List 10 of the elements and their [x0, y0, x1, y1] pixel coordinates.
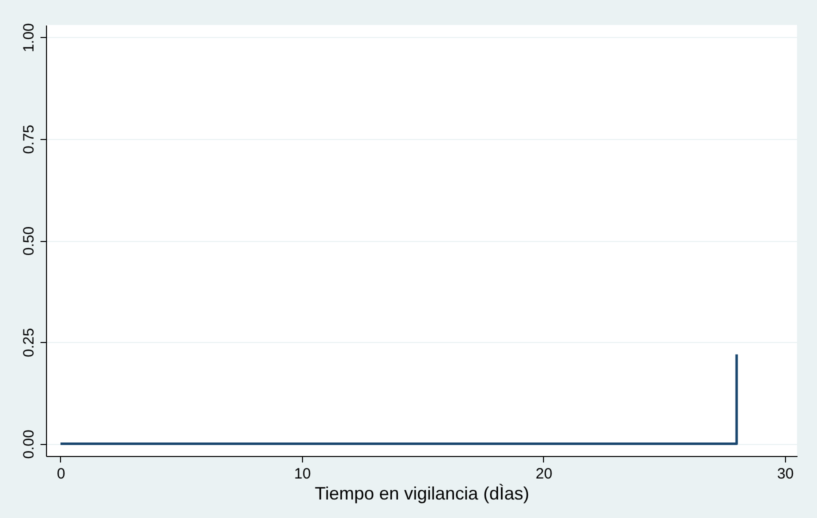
x-tick-label: 20	[536, 466, 552, 482]
y-tick-label: 0.00	[20, 430, 38, 459]
x-tick-label: 30	[777, 466, 794, 482]
y-tick-label: 0.75	[20, 124, 38, 154]
y-tick-label: 0.25	[20, 328, 38, 358]
x-tick-label: 10	[294, 466, 311, 482]
y-tick-label: 1.00	[20, 23, 38, 52]
x-tick-label: 0	[56, 466, 66, 482]
y-tick-label: 0.50	[20, 226, 38, 256]
x-axis-title: Tiempo en vigilancia (dÌas)	[314, 484, 530, 504]
